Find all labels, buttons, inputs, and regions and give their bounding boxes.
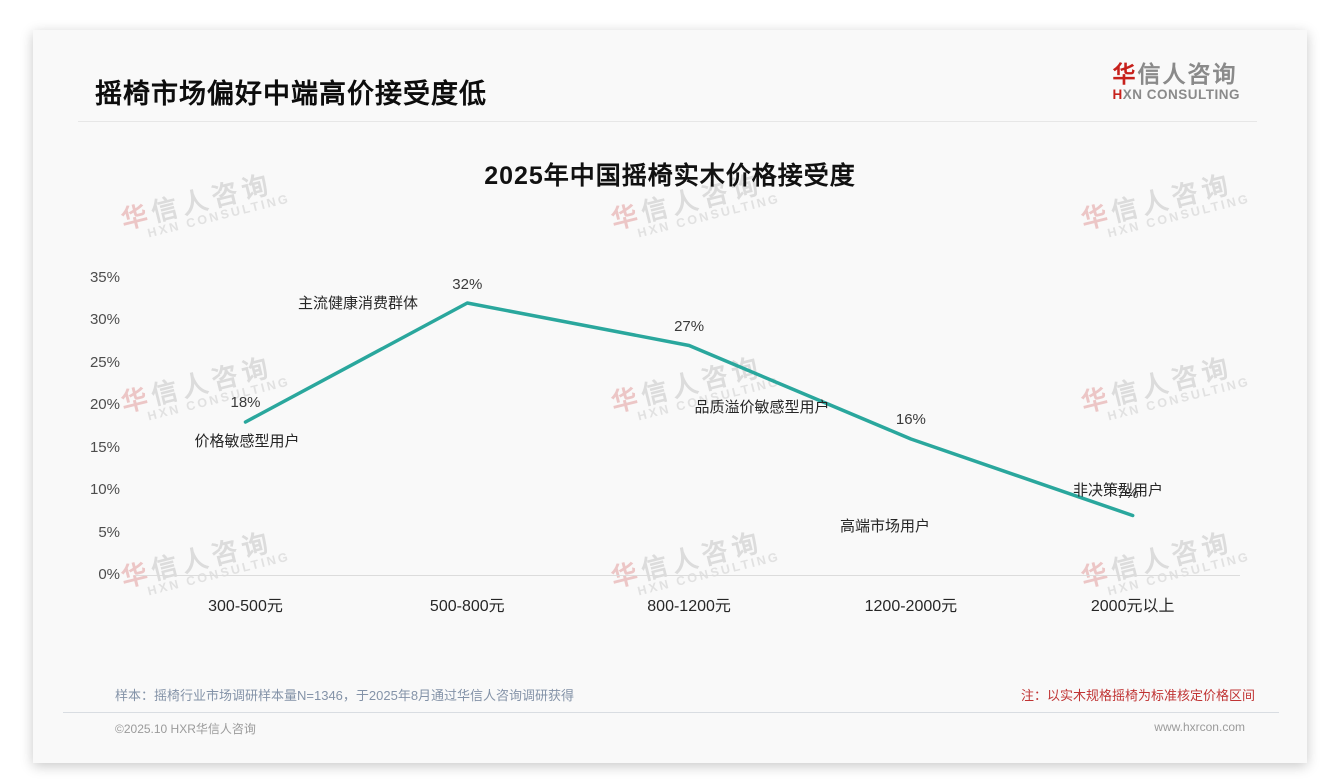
- copyright-text: ©2025.10 HXR华信人咨询: [115, 722, 256, 736]
- brand-watermark: 华信人咨询 HXN CONSULTING: [608, 526, 782, 599]
- page-title: 摇椅市场偏好中端高价接受度低: [95, 79, 487, 109]
- notes-row: 样本：摇椅行业市场调研样本量N=1346，于2025年8月通过华信人咨询调研获得…: [33, 685, 1307, 705]
- price-basis-note: 注：以实木规格摇椅为标准核定价格区间: [1020, 688, 1255, 703]
- sample-note: 样本：摇椅行业市场调研样本量N=1346，于2025年8月通过华信人咨询调研获得: [115, 688, 575, 703]
- header-divider: [78, 121, 1257, 122]
- brand-logo-en-rest: XN CONSULTING: [1122, 87, 1240, 103]
- brand-logo-en: HXN CONSULTING: [1113, 87, 1241, 102]
- brand-logo-en-accent: H: [1112, 87, 1123, 103]
- report-slide-card: 华信人咨询 HXN CONSULTING 华信人咨询 HXN CONSULTING 华信…: [33, 30, 1307, 763]
- brand-logo-cn-accent: 华: [1112, 61, 1138, 87]
- brand-watermark: 华信人咨询 HXN CONSULTING: [118, 526, 292, 599]
- brand-watermark: 华信人咨询 HXN CONSULTING: [1078, 351, 1252, 424]
- brand-logo-cn-rest: 信人咨询: [1137, 61, 1238, 87]
- brand-watermark: 华信人咨询 HXN CONSULTING: [1078, 526, 1252, 599]
- brand-logo: 华信人咨询 HXN CONSULTING: [1113, 61, 1241, 102]
- chart-title: 2025年中国摇椅实木价格接受度: [484, 162, 856, 190]
- brand-watermark: 华信人咨询 HXN CONSULTING: [608, 351, 782, 424]
- copyright-row: ©2025.10 HXR华信人咨询 www.hxrcon.com: [33, 720, 1307, 738]
- footer-divider: [63, 712, 1279, 713]
- brand-watermark: 华信人咨询 HXN CONSULTING: [118, 351, 292, 424]
- website-link[interactable]: www.hxrcon.com: [1154, 720, 1245, 734]
- brand-logo-cn: 华信人咨询: [1113, 61, 1241, 87]
